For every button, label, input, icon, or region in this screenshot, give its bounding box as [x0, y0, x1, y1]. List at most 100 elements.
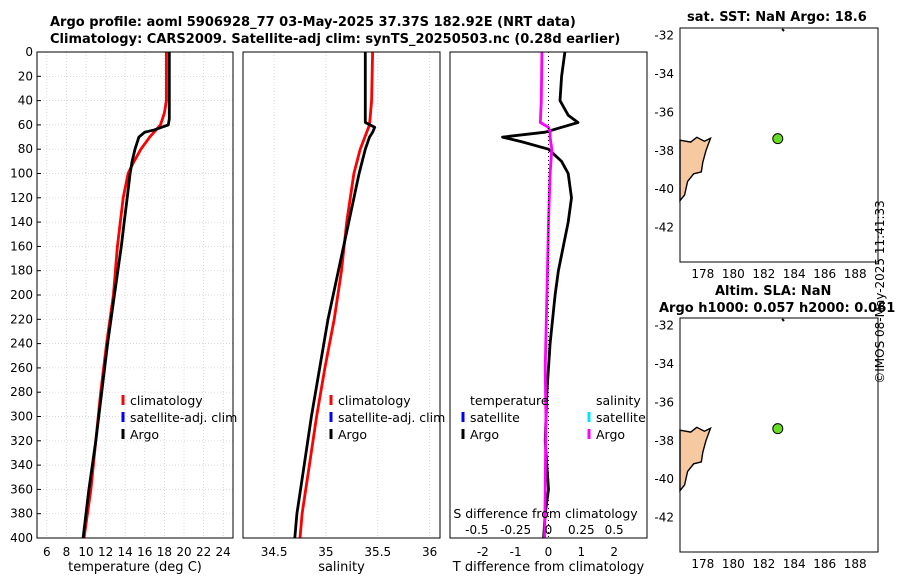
map-y-tick-label: -36 — [654, 395, 674, 409]
x-tick-label: -1 — [510, 545, 522, 559]
series-line-argo-t-difference — [501, 51, 580, 539]
map-x-tick-label: 180 — [722, 557, 745, 571]
x2-tick-label: 0.5 — [605, 523, 624, 537]
y-tick-label: 280 — [10, 385, 33, 399]
y-tick-label: 100 — [10, 167, 33, 181]
legend-label-climatology: climatology — [130, 393, 203, 408]
x-tick-label: 16 — [137, 545, 152, 559]
series-line-climatology — [298, 51, 374, 539]
land-coastline — [679, 426, 712, 493]
legend-label-argo: Argo — [130, 427, 159, 442]
map-frame — [679, 27, 879, 263]
x2-tick-label: -0.5 — [465, 523, 488, 537]
x-tick-label: 35.5 — [364, 545, 391, 559]
x2-axis-label: S difference from climatology — [453, 506, 638, 521]
map-frame — [679, 317, 879, 553]
axes-frame — [242, 51, 441, 539]
y-tick-label: 180 — [10, 264, 33, 278]
y-tick-label: 0 — [25, 45, 33, 59]
land-coastline — [679, 136, 712, 203]
map-x-tick-label: 182 — [752, 267, 775, 281]
map-y-tick-label: -38 — [654, 434, 674, 448]
map-x-tick-label: 188 — [844, 267, 867, 281]
legend-label-satellite-adj-clim: satellite-adj. clim — [338, 410, 445, 425]
series-line-argo — [293, 52, 377, 539]
x-axis-label: temperature (deg C) — [68, 560, 202, 575]
x2-tick-label: 0 — [545, 523, 553, 537]
x-tick-label: 14 — [118, 545, 133, 559]
x-tick-label: 10 — [78, 545, 93, 559]
sla-map-title-1: Altim. SLA: NaN — [715, 284, 832, 299]
y-tick-label: 200 — [10, 288, 33, 302]
map-y-tick-label: -40 — [654, 182, 674, 196]
map-x-tick-label: 186 — [813, 557, 836, 571]
map-y-tick-label: -40 — [654, 472, 674, 486]
map-x-tick-label: 180 — [722, 267, 745, 281]
map-y-tick-label: -32 — [654, 319, 674, 333]
map-y-tick-label: -42 — [654, 510, 674, 524]
y-tick-label: 20 — [18, 69, 33, 83]
y-tick-label: 340 — [10, 458, 33, 472]
y-tick-label: 300 — [10, 410, 33, 424]
y-tick-label: 380 — [10, 507, 33, 521]
location-map-sla — [679, 317, 879, 553]
y-tick-label: 320 — [10, 434, 33, 448]
y-tick-label: 40 — [18, 94, 33, 108]
sla-map-title-2: Argo h1000: 0.057 h2000: 0.061 — [659, 301, 896, 316]
figure-title-line1: Argo profile: aoml 5906928_77 03-May-202… — [50, 15, 576, 30]
map-y-tick-label: -42 — [654, 220, 674, 234]
x-tick-label: 12 — [98, 545, 113, 559]
map-x-tick-label: 178 — [691, 267, 714, 281]
map-y-tick-label: -34 — [654, 357, 674, 371]
y-tick-label: 160 — [10, 239, 33, 253]
legend-label-satellite: satellite — [596, 410, 646, 425]
x-tick-label: 34.5 — [261, 545, 288, 559]
map-x-tick-label: 184 — [783, 557, 806, 571]
x-tick-label: 22 — [196, 545, 211, 559]
y-tick-label: 60 — [18, 118, 33, 132]
x2-tick-label: 0.25 — [568, 523, 595, 537]
x-axis-label: T difference from climatology — [452, 560, 645, 575]
map-x-tick-label: 178 — [691, 557, 714, 571]
x-tick-label: 2 — [610, 545, 618, 559]
y-tick-label: 360 — [10, 482, 33, 496]
legend-label-argo: Argo — [596, 427, 625, 442]
x-axis-label: salinity — [318, 560, 365, 575]
sst-map-title: sat. SST: NaN Argo: 18.6 — [687, 10, 867, 25]
map-fleck — [781, 318, 785, 322]
series-line-argo — [81, 52, 171, 539]
x-tick-label: 36 — [422, 545, 437, 559]
legend-label-temperature: temperature — [470, 393, 549, 408]
y-tick-label: 140 — [10, 215, 33, 229]
map-y-tick-label: -38 — [654, 144, 674, 158]
map-x-tick-label: 188 — [844, 557, 867, 571]
salinity-profile-panel — [242, 51, 441, 539]
y-tick-label: 260 — [10, 361, 33, 375]
legend-label-climatology: climatology — [338, 393, 411, 408]
y-tick-label: 80 — [18, 142, 33, 156]
legend-label-salinity: salinity — [596, 393, 641, 408]
legend-label-satellite-adj-clim: satellite-adj. clim — [130, 410, 237, 425]
map-x-tick-label: 186 — [813, 267, 836, 281]
x-tick-label: 1 — [578, 545, 586, 559]
x-tick-label: 8 — [63, 545, 71, 559]
legend-label-argo: Argo — [470, 427, 499, 442]
x-tick-label: 6 — [43, 545, 51, 559]
argo-float-marker — [772, 423, 784, 435]
location-map-sst — [679, 27, 879, 263]
x-tick-label: -2 — [477, 545, 489, 559]
y-tick-label: 240 — [10, 337, 33, 351]
series-line-argo-s-difference — [538, 51, 554, 539]
y-tick-label: 220 — [10, 312, 33, 326]
map-y-tick-label: -34 — [654, 67, 674, 81]
legend-label-satellite: satellite — [470, 410, 520, 425]
x-tick-label: 20 — [176, 545, 191, 559]
x-tick-label: 35 — [318, 545, 333, 559]
y-tick-label: 400 — [10, 531, 33, 545]
x2-tick-label: -0.25 — [500, 523, 531, 537]
x-tick-label: 0 — [545, 545, 553, 559]
map-fleck — [781, 28, 785, 32]
x-tick-label: 18 — [157, 545, 172, 559]
legend-label-argo: Argo — [338, 427, 367, 442]
